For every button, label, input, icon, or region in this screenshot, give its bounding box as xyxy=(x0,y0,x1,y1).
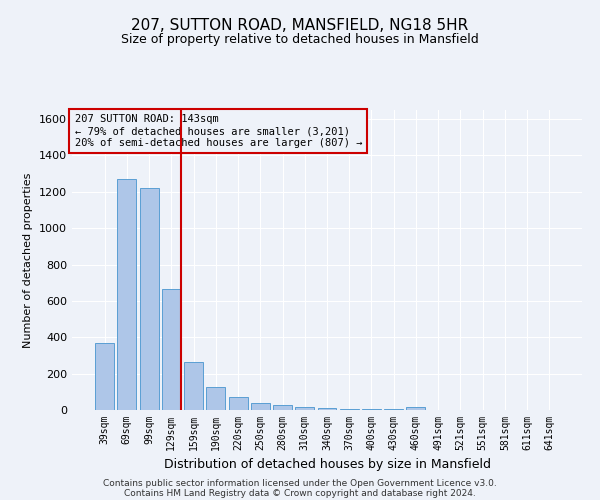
Bar xyxy=(251,403,270,410)
Bar xyxy=(206,388,225,410)
Y-axis label: Number of detached properties: Number of detached properties xyxy=(23,172,34,348)
Text: Contains HM Land Registry data © Crown copyright and database right 2024.: Contains HM Land Registry data © Crown c… xyxy=(124,488,476,498)
Bar xyxy=(406,406,425,410)
Bar xyxy=(295,408,314,410)
Text: 207, SUTTON ROAD, MANSFIELD, NG18 5HR: 207, SUTTON ROAD, MANSFIELD, NG18 5HR xyxy=(131,18,469,32)
Text: Size of property relative to detached houses in Mansfield: Size of property relative to detached ho… xyxy=(121,32,479,46)
X-axis label: Distribution of detached houses by size in Mansfield: Distribution of detached houses by size … xyxy=(163,458,491,471)
Bar xyxy=(317,408,337,410)
Bar xyxy=(229,397,248,410)
Text: Contains public sector information licensed under the Open Government Licence v3: Contains public sector information licen… xyxy=(103,478,497,488)
Bar xyxy=(140,188,158,410)
Bar xyxy=(362,409,381,410)
Bar xyxy=(118,179,136,410)
Bar xyxy=(340,408,359,410)
Text: 207 SUTTON ROAD: 143sqm
← 79% of detached houses are smaller (3,201)
20% of semi: 207 SUTTON ROAD: 143sqm ← 79% of detache… xyxy=(74,114,362,148)
Bar xyxy=(162,289,181,410)
Bar xyxy=(95,342,114,410)
Bar xyxy=(273,406,292,410)
Bar xyxy=(184,362,203,410)
